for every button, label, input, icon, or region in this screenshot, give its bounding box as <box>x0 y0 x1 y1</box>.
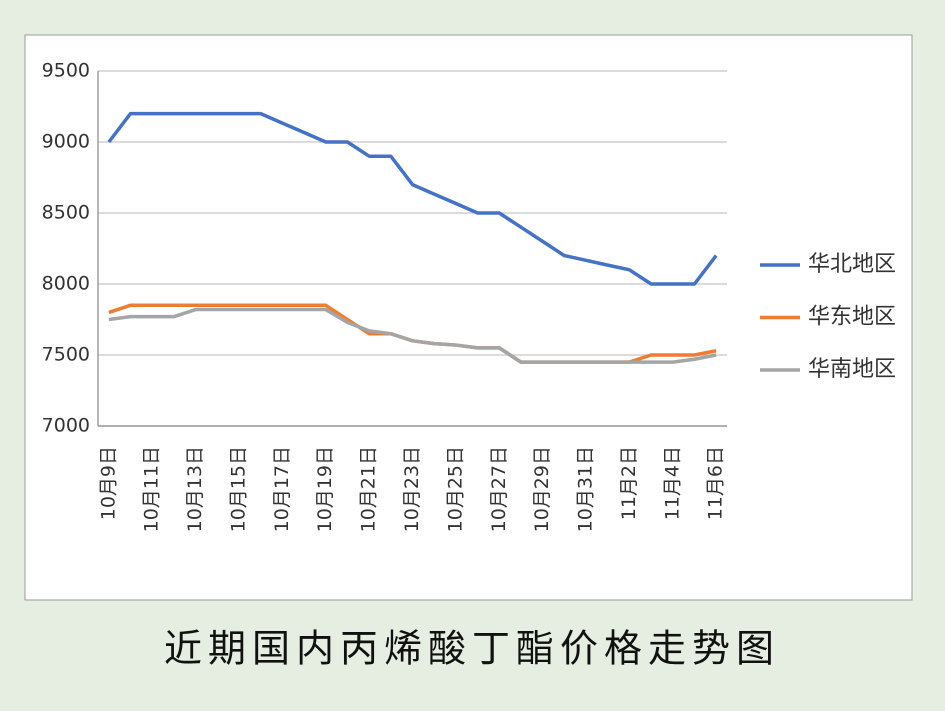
x-tick-label: 10月25日 <box>444 446 466 532</box>
x-tick-label: 10月13日 <box>184 446 206 532</box>
x-tick-label: 11月4日 <box>661 446 683 520</box>
x-tick-label: 10月15日 <box>227 446 249 532</box>
x-tick-label: 10月21日 <box>358 446 380 532</box>
series-line <box>107 111 718 286</box>
y-tick-label: 9000 <box>42 131 90 153</box>
x-tick-label: 10月27日 <box>488 446 510 532</box>
chart-title: 近期国内丙烯酸丁酯价格走势图 <box>164 627 780 671</box>
x-tick-label: 10月31日 <box>575 446 597 532</box>
x-tick-label: 10月17日 <box>271 446 293 532</box>
legend-label: 华北地区 <box>808 252 896 277</box>
y-tick-label: 7500 <box>42 344 90 366</box>
y-tick-label: 7000 <box>42 415 90 437</box>
x-tick-label: 11月6日 <box>705 446 727 520</box>
x-tick-label: 10月23日 <box>401 446 423 532</box>
y-tick-label: 9500 <box>42 60 90 82</box>
x-tick-label: 10月9日 <box>97 446 119 520</box>
y-tick-label: 8000 <box>42 273 90 295</box>
x-tick-label: 10月11日 <box>141 446 163 532</box>
legend-label: 华东地区 <box>808 305 896 330</box>
x-tick-label: 11月2日 <box>618 446 640 520</box>
legend-label: 华南地区 <box>808 357 896 382</box>
series-line <box>108 307 717 364</box>
x-tick-label: 10月29日 <box>531 446 553 532</box>
y-tick-label: 8500 <box>42 202 90 224</box>
x-tick-label: 10月19日 <box>314 446 336 532</box>
